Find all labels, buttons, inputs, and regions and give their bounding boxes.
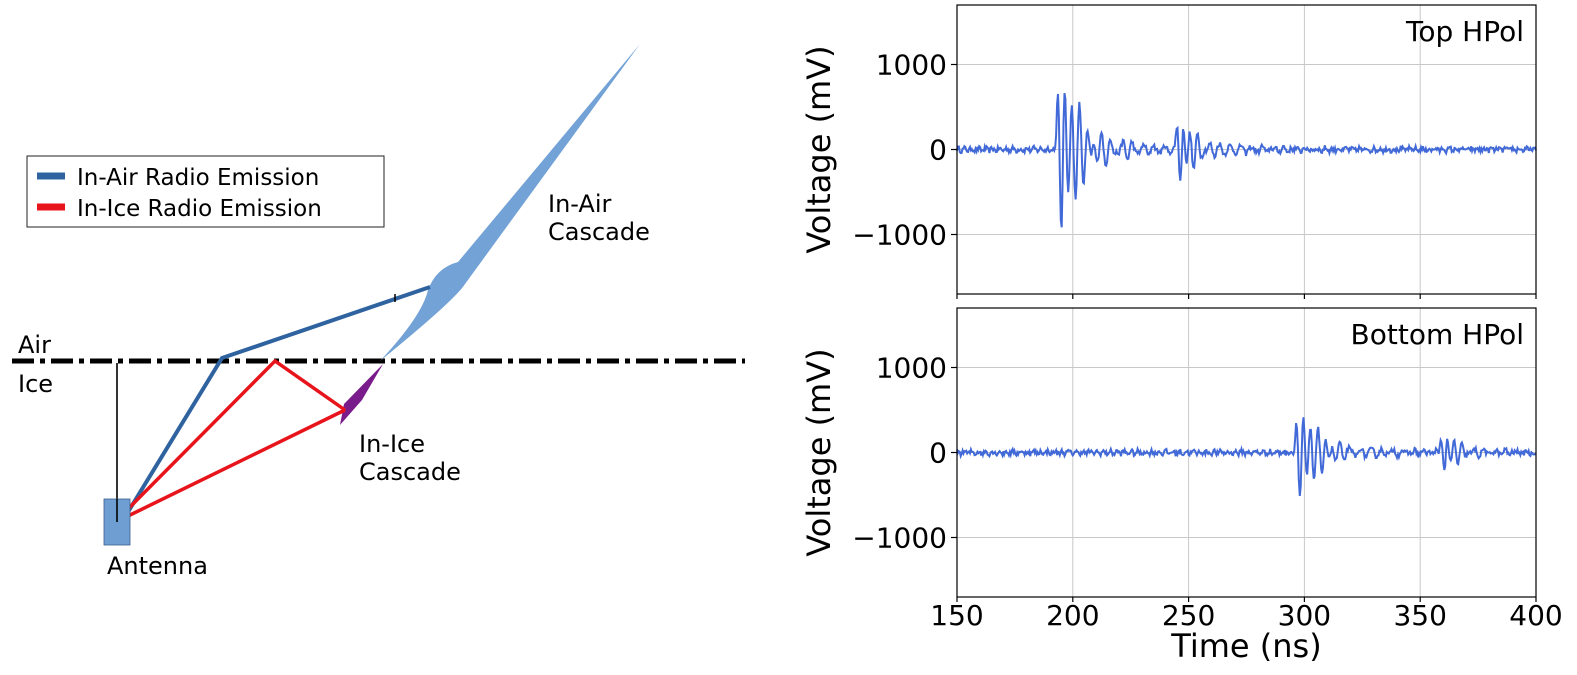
waveform-line (956, 92, 1537, 228)
in-air-emission-ray (126, 285, 431, 514)
waveform-plots: 1000 0 −1000 Voltage (mV) Top HPol 1000 0 −1000… (800, 4, 1563, 665)
legend-label-in-ice: In-Ice Radio Emission (77, 196, 322, 222)
antenna-label: Antenna (107, 552, 208, 580)
y-tick-label: 1000 (876, 49, 947, 82)
x-tick-label: 250 (1162, 599, 1215, 632)
x-axis-label: Time (ns) (1170, 627, 1321, 665)
legend-box (26, 155, 385, 228)
y-tick-label: 0 (929, 437, 947, 470)
cascade-diagram: Air Ice In-Air Cascade In-Ice Cascade An… (12, 44, 745, 580)
y-axis-label: Voltage (mV) (800, 45, 838, 253)
y-tick-label: −1000 (852, 522, 947, 555)
legend: In-Air Radio Emission In-Ice Radio Emiss… (26, 155, 385, 228)
air-label: Air (18, 331, 51, 359)
plot-panel-top: 1000 0 −1000 Voltage (mV) Top HPol (800, 4, 1537, 299)
x-tick-label: 350 (1393, 599, 1446, 632)
x-tick-label: 200 (1046, 599, 1099, 632)
y-tick-label: −1000 (852, 219, 947, 252)
in-ice-cascade-label-1: In-Ice (359, 430, 425, 458)
waveform-line (956, 417, 1537, 496)
in-air-cascade-label-1: In-Air (548, 190, 612, 218)
ice-label: Ice (18, 370, 53, 398)
in-air-cascade-label-2: Cascade (548, 218, 650, 246)
x-tick-label: 150 (930, 599, 983, 632)
panel-annotation: Bottom HPol (1351, 318, 1524, 351)
x-tick-label: 400 (1509, 599, 1562, 632)
in-ice-direct-ray (127, 408, 346, 518)
in-air-cascade-shape (380, 44, 640, 361)
y-tick-label: 1000 (876, 352, 947, 385)
in-ice-cascade-label-2: Cascade (359, 458, 461, 486)
in-ice-cascade-shape (340, 364, 383, 425)
panel-annotation: Top HPol (1405, 15, 1524, 48)
legend-label-in-air: In-Air Radio Emission (77, 165, 319, 191)
plot-panel-bottom: 1000 0 −1000 150 200 250 300 350 400 Voltage (mV)… (800, 307, 1563, 665)
y-tick-label: 0 (929, 134, 947, 167)
y-axis-label: Voltage (mV) (800, 348, 838, 556)
in-ice-reflected-ray (123, 358, 347, 514)
x-tick-label: 300 (1278, 599, 1331, 632)
